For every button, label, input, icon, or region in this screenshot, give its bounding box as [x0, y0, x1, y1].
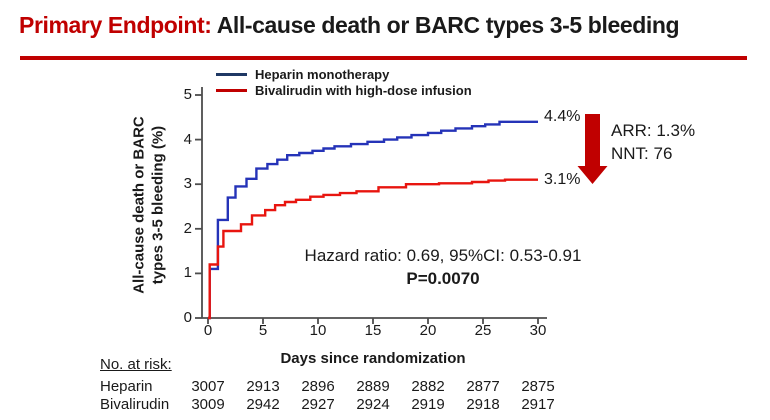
x-tick-label: 15 — [364, 322, 382, 339]
series-curve-1 — [208, 178, 538, 320]
arrow-down-icon — [577, 114, 608, 184]
legend-label: Bivalirudin with high-dose infusion — [255, 83, 472, 98]
series-curve-0 — [208, 120, 538, 320]
x-tick-label: 30 — [529, 322, 547, 339]
legend-item-bivalirudin: Bivalirudin with high-dose infusion — [216, 83, 472, 98]
x-tick-label: 20 — [419, 322, 437, 339]
risk-count: 3009 — [191, 396, 225, 413]
arr-value: ARR: 1.3% — [611, 121, 696, 140]
y-tick-label: 1 — [183, 264, 192, 282]
y-tick-label: 5 — [183, 86, 192, 103]
heparin-line-swatch — [216, 73, 247, 76]
risk-count: 2942 — [246, 396, 280, 413]
risk-row-label-bivalirudin: Bivalirudin — [100, 396, 170, 413]
risk-count: 2889 — [356, 378, 390, 395]
y-tick-label: 4 — [183, 130, 192, 148]
x-tick-label: 10 — [309, 322, 327, 339]
heparin-end-value: 4.4% — [544, 108, 581, 125]
risk-count: 2917 — [521, 396, 555, 413]
x-tick-label: 5 — [258, 322, 268, 339]
risk-count: 2896 — [301, 378, 335, 395]
y-tick-label: 3 — [183, 175, 192, 193]
risk-count: 2882 — [411, 378, 445, 395]
nnt-value: NNT: 76 — [611, 144, 673, 163]
y-tick-label: 0 — [183, 309, 192, 326]
arr-nnt-annotation: ARR: 1.3% NNT: 76 — [611, 119, 695, 165]
p-value-annotation: P=0.0070 — [406, 269, 480, 288]
risk-count: 2913 — [246, 378, 280, 395]
x-axis-label: Days since randomization — [280, 350, 466, 367]
risk-count: 2877 — [466, 378, 500, 395]
risk-count: 2875 — [521, 378, 555, 395]
legend-label: Heparin monotherapy — [255, 67, 390, 82]
risk-count: 2924 — [356, 396, 390, 413]
risk-count: 2918 — [466, 396, 500, 413]
title-rest: All-cause death or BARC types 3-5 bleedi… — [211, 12, 680, 38]
risk-count: 2919 — [411, 396, 445, 413]
legend-item-heparin: Heparin monotherapy — [216, 67, 472, 82]
risk-count: 2927 — [301, 396, 335, 413]
legend: Heparin monotherapy Bivalirudin with hig… — [216, 67, 472, 98]
page-title: Primary Endpoint: All-cause death or BAR… — [19, 12, 680, 39]
risk-count: 3007 — [191, 378, 225, 395]
x-tick-label: 0 — [203, 322, 213, 339]
risk-table-heading: No. at risk: — [100, 356, 172, 373]
risk-row-label-heparin: Heparin — [100, 378, 153, 395]
y-axis-label: All-cause death or BARC types 3-5 bleedi… — [130, 116, 166, 294]
hazard-ratio-annotation: Hazard ratio: 0.69, 95%CI: 0.53-0.91 — [304, 246, 582, 265]
y-tick-label: 2 — [183, 219, 192, 237]
title-divider — [20, 56, 747, 60]
title-highlight: Primary Endpoint: — [19, 12, 212, 38]
bivalirudin-line-swatch — [216, 89, 247, 92]
bivalirudin-end-value: 3.1% — [544, 171, 581, 188]
x-tick-label: 25 — [474, 322, 492, 339]
